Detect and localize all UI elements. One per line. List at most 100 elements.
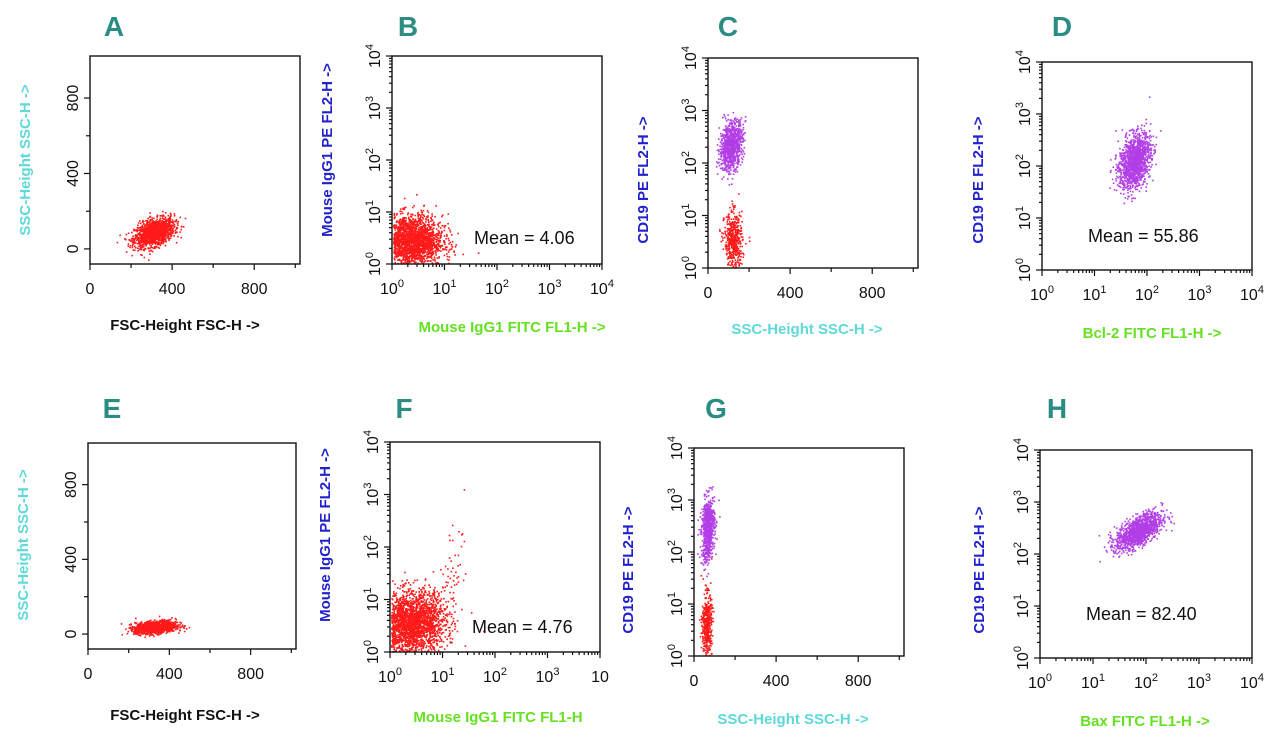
scatter-point <box>734 229 737 232</box>
scatter-point <box>740 148 743 150</box>
scatter-point <box>397 238 400 241</box>
scatter-point <box>421 229 423 231</box>
scatter-point <box>735 249 738 251</box>
scatter-point <box>736 237 739 240</box>
scatter-point <box>736 138 738 140</box>
y-axis-label: SSC-Height SSC-H -> <box>17 84 34 236</box>
scatter-point <box>162 226 165 229</box>
scatter-point <box>427 220 430 223</box>
scatter-point <box>732 142 735 145</box>
scatter-point <box>725 248 727 250</box>
scatter-point <box>395 242 398 244</box>
scatter-point <box>734 136 736 139</box>
scatter-point <box>397 221 400 223</box>
scatter-point <box>419 257 422 260</box>
panel-letter: C <box>718 11 738 42</box>
scatter-point <box>427 211 430 214</box>
scatter-point <box>431 251 434 253</box>
scatter-point <box>451 246 453 248</box>
scatter-point <box>737 217 740 220</box>
scatter-point <box>437 225 440 228</box>
scatter-point <box>156 214 159 217</box>
scatter-point <box>424 228 427 231</box>
scatter-point <box>424 237 427 240</box>
scatter-point <box>410 221 413 223</box>
scatter-point <box>1123 146 1126 149</box>
scatter-point <box>420 248 423 251</box>
scatter-point <box>732 130 734 132</box>
scatter-point <box>417 214 419 217</box>
scatter-point <box>1138 183 1140 185</box>
scatter-point <box>417 233 419 235</box>
scatter-point <box>417 249 419 251</box>
scatter-point <box>143 241 145 243</box>
scatter-point <box>156 224 158 226</box>
scatter-point <box>145 224 148 226</box>
scatter-point <box>393 235 396 238</box>
scatter-point <box>408 246 411 248</box>
scatter-point <box>137 247 139 249</box>
scatter-point <box>737 121 740 123</box>
scatter-point <box>736 139 739 142</box>
scatter-point <box>145 238 147 241</box>
scatter-point <box>741 158 744 161</box>
scatter-point <box>736 240 739 243</box>
scatter-point <box>158 234 161 236</box>
scatter-point <box>725 164 728 166</box>
scatter-point <box>742 123 744 126</box>
scatter-point <box>419 249 421 251</box>
scatter-point <box>398 253 400 256</box>
scatter-point <box>154 230 156 232</box>
scatter-point <box>739 137 742 139</box>
scatter-point <box>426 231 428 234</box>
scatter-point <box>138 227 140 229</box>
scatter-point <box>734 150 736 152</box>
scatter-point <box>733 144 735 146</box>
scatter-point <box>736 144 738 146</box>
scatter-point <box>742 256 745 258</box>
scatter-point <box>724 125 727 127</box>
y-tick-label: 800 <box>65 85 82 112</box>
scatter-point <box>420 236 423 239</box>
scatter-point <box>145 241 147 244</box>
scatter-point <box>399 239 402 241</box>
scatter-point <box>731 159 733 161</box>
scatter-point <box>421 245 424 247</box>
scatter-point <box>733 246 735 248</box>
scatter-point <box>169 229 171 232</box>
scatter-point <box>404 229 407 231</box>
scatter-point <box>160 220 163 223</box>
scatter-point <box>424 244 426 246</box>
scatter-point <box>731 210 734 213</box>
scatter-point <box>159 217 162 220</box>
scatter-point <box>732 234 734 236</box>
scatter-point <box>732 240 734 243</box>
scatter-point <box>399 255 402 257</box>
scatter-point <box>410 239 412 242</box>
scatter-point <box>725 243 727 246</box>
scatter-point <box>741 161 743 164</box>
scatter-point <box>432 259 434 261</box>
scatter-point <box>440 234 442 237</box>
scatter-point <box>737 124 740 126</box>
scatter-point <box>139 235 142 237</box>
scatter-point <box>436 248 438 251</box>
scatter-point <box>399 243 401 246</box>
scatter-point <box>721 159 724 162</box>
scatter-point <box>731 140 733 142</box>
scatter-point <box>732 126 734 128</box>
scatter-point <box>393 250 396 252</box>
scatter-point <box>170 231 172 234</box>
scatter-point <box>131 246 134 249</box>
scatter-point <box>734 156 736 159</box>
scatter-point <box>146 229 148 232</box>
scatter-point <box>150 232 152 234</box>
scatter-point <box>150 224 153 226</box>
scatter-point <box>165 226 167 228</box>
scatter-point <box>429 241 431 244</box>
scatter-point <box>152 236 154 238</box>
scatter-point <box>732 205 734 207</box>
scatter-point <box>146 219 149 222</box>
scatter-point <box>152 234 154 237</box>
